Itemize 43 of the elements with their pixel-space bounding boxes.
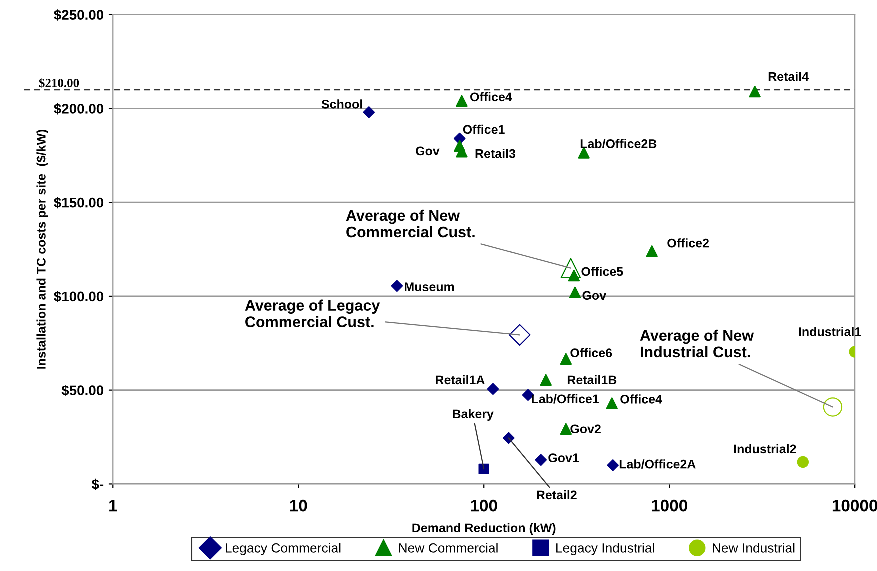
- y-tick-label: $150.00: [54, 197, 104, 209]
- legend-label: New Commercial: [399, 543, 498, 553]
- annotation: Industrial1: [799, 327, 862, 336]
- annotation: Office2: [668, 238, 709, 248]
- annotation: Gov1: [548, 454, 580, 463]
- y-tick-label: $-: [92, 478, 104, 490]
- annotation: Retail2: [537, 490, 577, 500]
- legend-label: New Industrial: [713, 543, 795, 553]
- x-tick-label: 10: [290, 500, 308, 512]
- annotation: Lab/Office2A: [620, 460, 696, 469]
- annotation: Industrial2: [734, 444, 796, 454]
- annotation: Office1: [463, 124, 505, 134]
- y-axis-title: Installation and TC costs per site ($/kW): [36, 130, 48, 369]
- x-tick-label: 1000: [652, 500, 688, 512]
- annotation: Average of New Industrial Cust.: [640, 330, 754, 358]
- annotation: Retail4: [768, 72, 810, 82]
- annotation: Retail3: [476, 149, 516, 158]
- y-tick-label: $250.00: [54, 10, 104, 21]
- y-tick-label: $50.00: [62, 385, 104, 396]
- annotation: Retail1A: [436, 375, 485, 385]
- legend-label: Legacy Commercial: [226, 543, 341, 556]
- annotation: Office5: [582, 266, 624, 276]
- annotation: Gov2: [570, 424, 601, 434]
- annotation: Office6: [570, 348, 612, 358]
- annotation: Office4: [470, 92, 512, 102]
- annotation: Average of New Commercial Cust.: [346, 210, 475, 238]
- annotation: Lab/Office1: [532, 394, 599, 404]
- annotation: Gov: [416, 146, 440, 156]
- x-axis-title: Demand Reduction (kW): [412, 523, 556, 536]
- x-tick-label: 100: [471, 500, 498, 512]
- annotation: Bakery: [453, 409, 494, 422]
- ref-line-label: $210.00: [39, 78, 80, 88]
- annotation: Office4: [620, 394, 662, 404]
- y-tick-label: $200.00: [54, 103, 104, 115]
- legend-label: Legacy Industrial: [556, 543, 654, 556]
- y-tick-label: $100.00: [54, 291, 104, 303]
- annotation: Average of Legacy Commercial Cust.: [245, 300, 380, 328]
- annotation: Retail1B: [568, 375, 617, 385]
- annotation: School: [322, 100, 362, 109]
- annotation: Lab/Office2B: [580, 139, 657, 149]
- x-tick-label: 1: [110, 500, 118, 512]
- annotation: Museum: [405, 282, 454, 292]
- annotation: Gov: [582, 291, 606, 300]
